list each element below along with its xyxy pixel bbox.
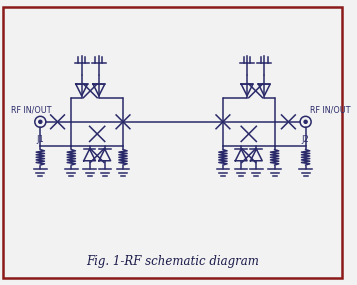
Text: J2: J2 [302,135,310,144]
Text: J1: J1 [36,135,44,144]
Circle shape [39,120,42,123]
Text: RF IN/OUT: RF IN/OUT [310,105,350,114]
Text: Fig. 1-RF schematic diagram: Fig. 1-RF schematic diagram [86,255,260,268]
Text: RF IN/OUT: RF IN/OUT [11,105,51,114]
Circle shape [304,120,307,123]
